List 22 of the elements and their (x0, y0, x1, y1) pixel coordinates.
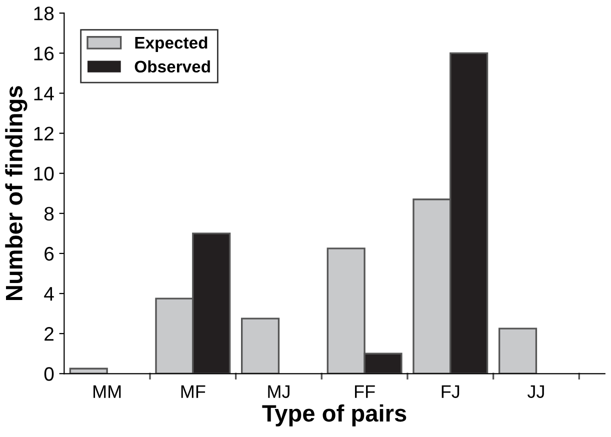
y-tick-label: 18 (34, 6, 54, 20)
y-tick-label: 10 (34, 166, 54, 181)
y-tick-label: 14 (34, 86, 54, 100)
bar (240, 318, 280, 374)
y-tick-label: 16 (34, 46, 54, 60)
y-axis-title: Number of findings (5, 86, 28, 300)
x-tick-label: MF (181, 385, 206, 398)
y-tick-label: 2 (44, 327, 54, 341)
legend-label: Expected (135, 36, 208, 52)
x-tick-label: JJ (527, 385, 544, 398)
y-tick-label: 4 (44, 287, 54, 301)
y-tick-label: 0 (44, 367, 54, 381)
x-tick-label: MJ (268, 385, 290, 398)
legend-label: Observed (134, 60, 210, 73)
y-tick-label: 6 (44, 246, 54, 261)
bar (498, 328, 538, 374)
x-axis-title: Type of pairs (262, 404, 406, 426)
x-tick-label: FJ (442, 385, 460, 398)
y-tick-label: 8 (44, 206, 54, 221)
x-tick-label: FF (355, 385, 375, 398)
y-tick-label: 12 (34, 126, 54, 140)
x-tick-label: MM (94, 385, 121, 398)
